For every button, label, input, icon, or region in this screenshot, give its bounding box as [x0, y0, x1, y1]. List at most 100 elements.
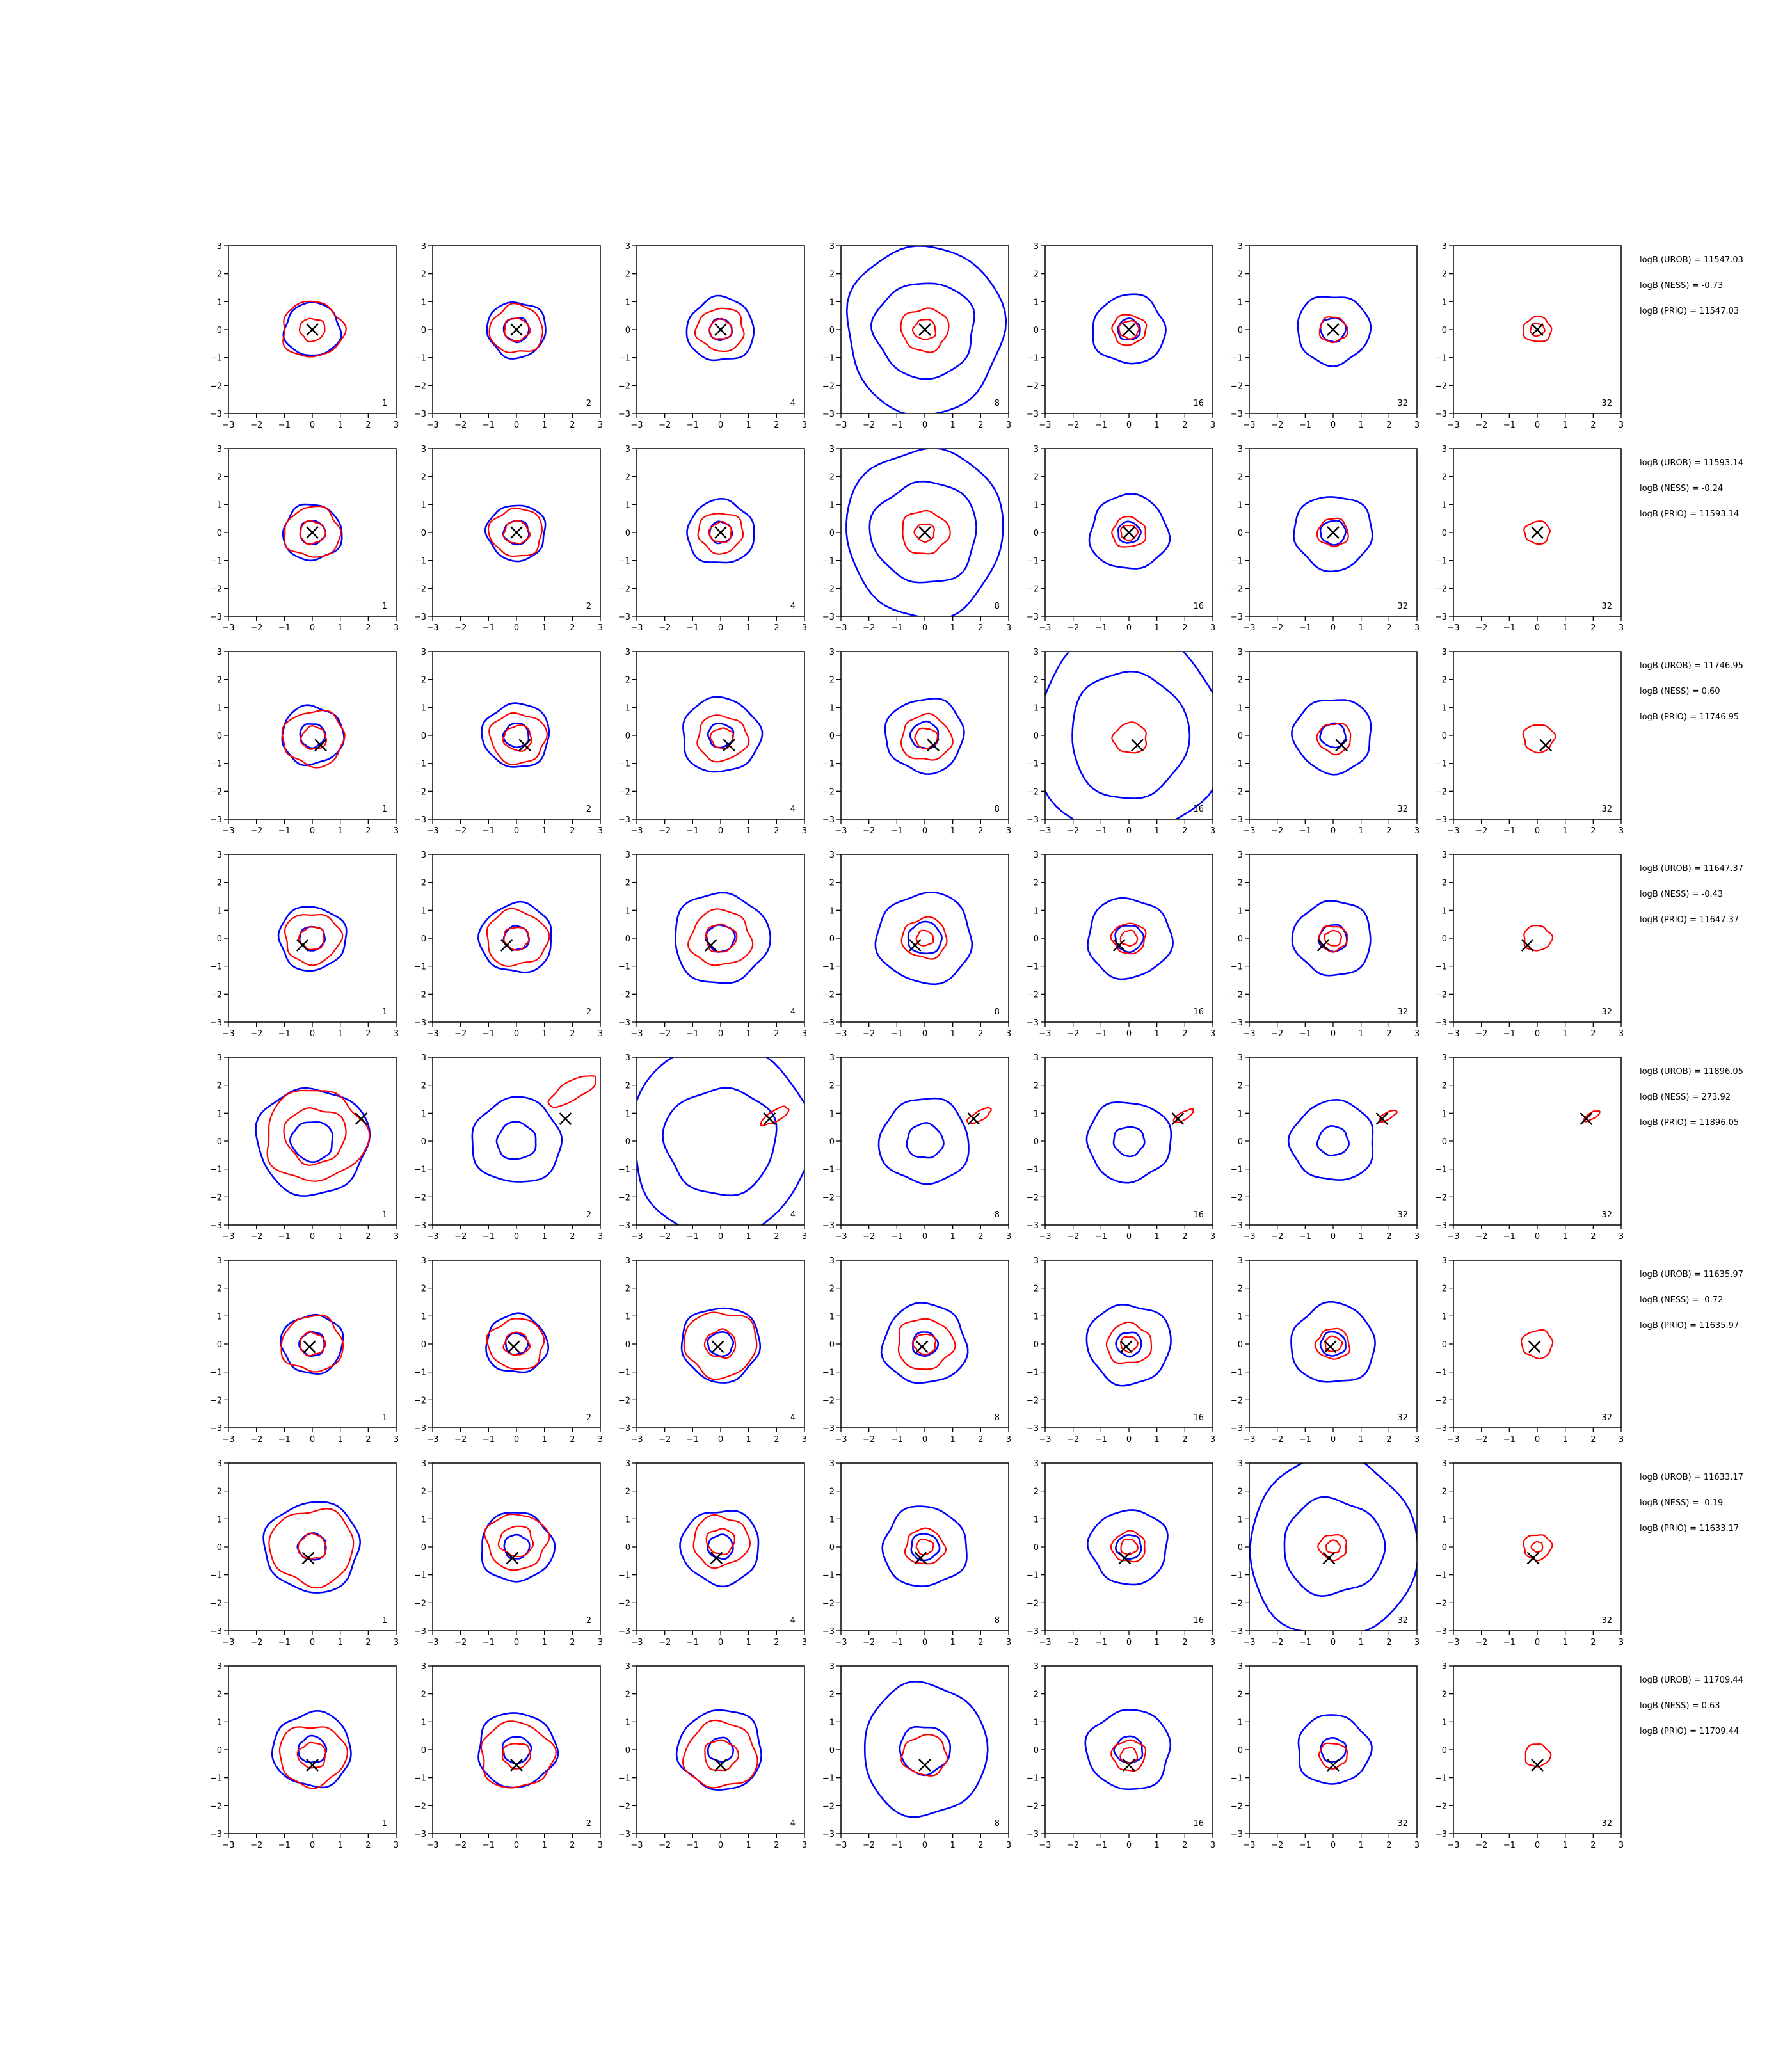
y-tick-label: 3 — [1238, 648, 1243, 657]
x-tick-label: −1 — [1503, 1435, 1516, 1444]
y-tick-label: −3 — [822, 1627, 835, 1636]
marker-x — [714, 323, 727, 336]
marker-x — [1324, 1340, 1337, 1354]
x-tick-label: 1 — [746, 420, 751, 430]
x-tick-label: −3 — [1039, 623, 1051, 633]
panel-corner-label: 1 — [382, 804, 387, 814]
y-tick-label: −3 — [1231, 1221, 1243, 1231]
x-tick-label: −3 — [835, 1029, 847, 1039]
x-tick-label: 3 — [1210, 623, 1215, 633]
x-tick-label: 3 — [1006, 1232, 1011, 1242]
x-tick-label: 0 — [1126, 623, 1132, 633]
y-tick-label: −2 — [1435, 990, 1447, 1000]
x-tick-label: −3 — [835, 1638, 847, 1647]
panel-corner-label: 8 — [995, 602, 1000, 611]
blue-contour — [686, 497, 755, 564]
x-tick-label: 3 — [1414, 1435, 1420, 1444]
x-tick-label: 3 — [394, 826, 399, 836]
panel-r4-c4: −3−3 −2 −2 −1 −1 0 0 1 1 2 2 3 3 8 — [822, 851, 1011, 1039]
y-tick-label: −2 — [822, 990, 835, 1000]
y-tick-label: 3 — [829, 1053, 835, 1063]
panel-r1-c1: −3−3 −2 −2 −1 −1 0 0 1 1 2 2 3 3 1 — [210, 242, 399, 430]
red-contour — [1172, 1108, 1194, 1124]
x-tick-label: 0 — [1535, 1638, 1540, 1647]
logb-annotation: logB (UROB) = 11647.37 — [1640, 864, 1743, 874]
red-contour — [1324, 1335, 1343, 1352]
y-tick-label: −2 — [822, 1599, 835, 1608]
x-tick-label: −1 — [891, 1435, 903, 1444]
red-contour — [1583, 1110, 1601, 1123]
axes-frame — [432, 1665, 601, 1834]
panel-corner-label: 16 — [1193, 1007, 1204, 1017]
blue-contour — [502, 723, 530, 749]
x-tick-label: 1 — [338, 1841, 343, 1850]
y-tick-label: 0 — [1238, 1746, 1243, 1756]
y-tick-label: −3 — [1231, 1018, 1243, 1028]
red-contour — [1378, 1109, 1398, 1123]
x-tick-label: 3 — [1210, 1232, 1215, 1242]
red-contour — [696, 714, 750, 763]
y-tick-label: −2 — [618, 584, 630, 594]
panel-r4-c3: −3−3 −2 −2 −1 −1 0 0 1 1 2 2 3 3 4 — [618, 851, 807, 1039]
y-tick-label: 3 — [1034, 1662, 1039, 1672]
x-tick-label: 2 — [774, 623, 779, 633]
blue-contour — [1117, 520, 1142, 544]
axes-frame — [1453, 1057, 1622, 1226]
y-tick-label: −1 — [1435, 760, 1447, 769]
axes-frame — [636, 1462, 805, 1631]
panel-r2-c6: −3−3 −2 −2 −1 −1 0 0 1 1 2 2 3 3 32 — [1231, 445, 1420, 633]
red-contour — [900, 916, 948, 960]
x-tick-label: −1 — [891, 826, 903, 836]
panel-r7-c1: −3−3 −2 −2 −1 −1 0 0 1 1 2 2 3 3 1 — [210, 1459, 399, 1647]
y-tick-label: 3 — [829, 242, 835, 252]
x-tick-label: 3 — [394, 1638, 399, 1647]
x-tick-label: 0 — [514, 1435, 519, 1444]
y-tick-label: 3 — [1442, 851, 1447, 860]
y-tick-label: 2 — [217, 473, 222, 483]
y-tick-label: −1 — [1231, 963, 1243, 972]
y-tick-label: −3 — [822, 612, 835, 622]
x-tick-label: 0 — [310, 1435, 315, 1444]
axes-frame — [636, 1057, 805, 1226]
red-contour — [902, 510, 951, 555]
x-tick-label: −1 — [1299, 1029, 1311, 1039]
y-tick-label: 2 — [217, 270, 222, 280]
x-tick-label: 0 — [1331, 1841, 1336, 1850]
y-tick-label: 1 — [217, 500, 222, 510]
y-tick-label: −1 — [1435, 1165, 1447, 1175]
x-tick-label: 0 — [922, 1029, 927, 1039]
red-contour — [1325, 1539, 1341, 1554]
blue-contour — [255, 1087, 371, 1197]
y-tick-label: 1 — [1238, 500, 1243, 510]
x-tick-label: 1 — [746, 1232, 751, 1242]
x-tick-label: 3 — [1006, 1841, 1011, 1850]
y-tick-label: 3 — [421, 1459, 426, 1469]
y-tick-label: 3 — [1034, 648, 1039, 657]
x-tick-label: 1 — [1155, 1435, 1160, 1444]
x-tick-label: 3 — [394, 420, 399, 430]
red-contour — [487, 507, 543, 557]
y-tick-label: 3 — [217, 648, 222, 657]
y-tick-label: −2 — [1231, 787, 1243, 797]
y-tick-label: 1 — [1034, 1109, 1039, 1119]
y-tick-label: 3 — [625, 851, 630, 860]
x-tick-label: −1 — [278, 1841, 291, 1850]
y-tick-label: −2 — [1231, 1599, 1243, 1608]
marker-x — [927, 739, 940, 752]
x-tick-label: −1 — [1299, 1841, 1311, 1850]
x-tick-label: 2 — [1590, 623, 1596, 633]
y-tick-label: −3 — [822, 410, 835, 419]
y-tick-label: 0 — [217, 934, 222, 944]
blue-contour — [662, 1087, 778, 1197]
y-tick-label: −2 — [414, 990, 426, 1000]
red-contour — [708, 317, 733, 340]
x-tick-label: −3 — [1243, 826, 1255, 836]
y-tick-label: 1 — [1442, 906, 1447, 916]
marker-x — [1580, 1112, 1593, 1125]
y-tick-label: 1 — [421, 1109, 426, 1119]
y-tick-label: −2 — [414, 584, 426, 594]
marker-x — [1327, 323, 1340, 336]
blue-contour — [1114, 1534, 1142, 1560]
y-tick-label: 2 — [1442, 270, 1447, 280]
red-contour — [1105, 1321, 1153, 1364]
